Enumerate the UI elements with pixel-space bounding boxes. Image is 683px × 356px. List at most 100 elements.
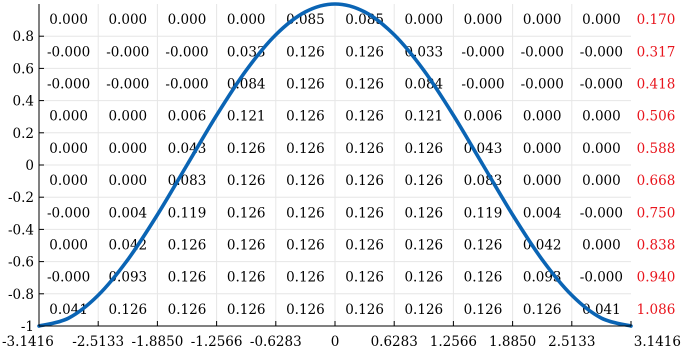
cell-value: 0.000 [582,12,621,28]
cell-value: 0.126 [286,205,325,221]
y-tick-label: -0.8 [8,287,34,303]
x-tick-label: -1.2566 [191,334,243,350]
cell-value: 0.004 [523,205,562,221]
y-tick-label: -0.4 [8,222,34,238]
cell-value: 0.126 [286,302,325,318]
y-tick-label: -1 [21,319,34,335]
cell-value: -0.000 [580,270,623,286]
grid-lines [39,4,631,326]
axes: -1 -0.8 -0.6 -0.4 -0.2 0 0.2 0.4 0.6 0.8 -3.1416 -2… [2,4,681,350]
cell-value: 0.084 [227,77,266,93]
cell-value: 0.126 [227,205,266,221]
cell-value: 0.121 [227,109,266,125]
cell-value: 0.126 [227,302,266,318]
cell-value: -0.000 [461,44,504,60]
cell-value: -0.000 [47,205,90,221]
cell-value: 0.126 [168,270,207,286]
cell-value: 0.126 [464,270,503,286]
cell-value: 0.126 [404,141,443,157]
cell-value: -0.000 [580,44,623,60]
cell-value: 0.126 [286,238,325,254]
row-sum-value: 0.506 [637,109,676,125]
cell-value: 0.126 [404,173,443,189]
cell-value: 0.126 [345,270,384,286]
cell-value: 0.000 [108,12,147,28]
cell-value: -0.000 [47,77,90,93]
cell-value: 0.000 [582,173,621,189]
cell-value: 0.126 [286,270,325,286]
cell-value: 0.006 [464,109,503,125]
cell-value: 0.126 [345,173,384,189]
cell-value: 0.000 [108,173,147,189]
cell-value: 0.000 [582,109,621,125]
cell-value: 0.121 [404,109,443,125]
row-sum-column: 0.170 0.317 0.418 0.506 0.588 0.668 0.750 0.838… [637,12,676,318]
y-tick-label: -0.6 [8,255,34,271]
cell-value: 0.126 [286,173,325,189]
cell-value: 0.000 [49,141,88,157]
cell-value: 0.043 [464,141,503,157]
cell-value: 0.126 [464,238,503,254]
cell-value: 0.006 [168,109,207,125]
cell-value: 0.126 [286,141,325,157]
row-sum-value: 0.317 [637,44,676,60]
cell-value: 0.000 [523,12,562,28]
cell-value: 0.126 [286,109,325,125]
cell-value: 0.000 [523,173,562,189]
cell-value: 0.126 [227,141,266,157]
cell-value: 0.126 [404,270,443,286]
cell-value: 0.126 [345,141,384,157]
cell-value: 0.126 [345,44,384,60]
cell-value: 0.126 [404,205,443,221]
x-tick-label: 1.2566 [430,334,477,350]
row-sum-value: 0.588 [637,141,676,157]
y-tick-label: 0.8 [13,29,34,45]
cell-value: 0.126 [345,302,384,318]
cell-value: 0.126 [108,302,147,318]
y-tick-label: 0.6 [13,61,34,77]
y-tick-label: 0.4 [13,94,34,110]
cell-value: 0.126 [168,302,207,318]
cell-value: 0.000 [49,12,88,28]
x-tick-label: 1.8850 [489,334,536,350]
y-tick-label: 0 [25,158,34,174]
cell-value: 0.126 [404,238,443,254]
cell-value: -0.000 [106,44,149,60]
cell-value: -0.000 [165,77,208,93]
row-sum-value: 0.838 [637,238,676,254]
cell-value: 0.126 [286,77,325,93]
cell-value: -0.000 [461,77,504,93]
cell-value: 0.000 [523,141,562,157]
cell-value: 0.126 [227,173,266,189]
x-tick-label: -1.8850 [131,334,183,350]
cell-value: 0.126 [286,44,325,60]
x-tick-label: -2.5133 [72,334,124,350]
x-tick-label: 3.1416 [634,334,681,350]
row-sum-value: 1.086 [637,302,676,318]
y-tick-label: 0.2 [13,126,34,142]
x-tick-label: -3.1416 [2,334,54,350]
x-tick-label: -0.6283 [250,334,302,350]
cell-value: 0.000 [523,109,562,125]
cell-value: -0.000 [521,44,564,60]
row-sum-value: 0.170 [637,12,676,28]
cell-value: -0.000 [47,44,90,60]
cell-value: -0.000 [580,77,623,93]
cell-value: 0.119 [168,205,207,221]
row-sum-value: 0.668 [637,173,676,189]
curve-series [37,2,633,328]
cell-value: 0.126 [345,77,384,93]
x-tick-label: 0.6283 [371,334,418,350]
cell-value: 0.000 [464,12,503,28]
row-sum-value: 0.418 [637,77,676,93]
x-tick-label: 0 [331,334,340,350]
cell-value: -0.000 [47,270,90,286]
cell-value: 0.043 [168,141,207,157]
cell-value: 0.000 [582,141,621,157]
cell-value: -0.000 [165,44,208,60]
cell-value: 0.126 [464,302,503,318]
cell-value: 0.042 [523,238,562,254]
cell-value: 0.126 [227,270,266,286]
